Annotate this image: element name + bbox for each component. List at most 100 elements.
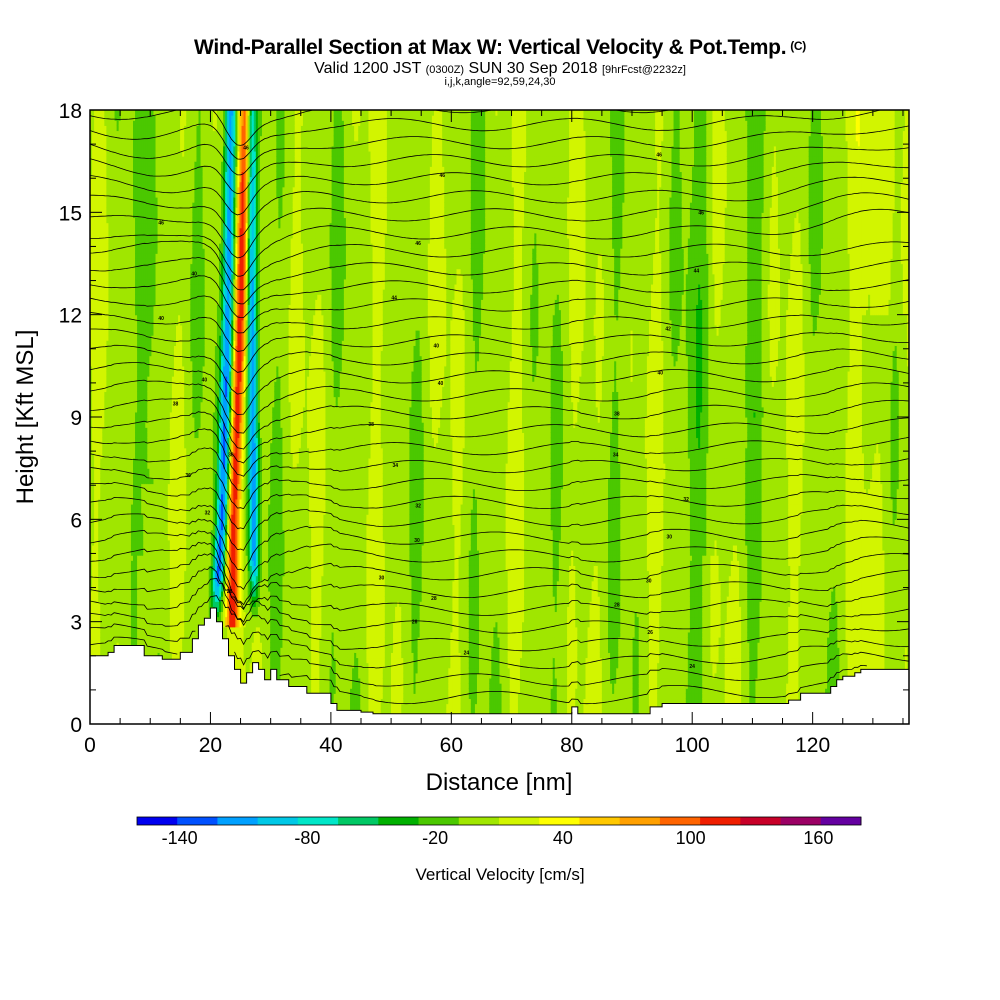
velocity-cell xyxy=(104,560,107,566)
velocity-cell xyxy=(112,196,116,203)
velocity-cell xyxy=(108,125,112,132)
velocity-cell xyxy=(124,590,128,597)
velocity-cell xyxy=(102,140,105,147)
velocity-cell xyxy=(110,294,114,300)
velocity-cell xyxy=(128,355,132,362)
velocity-cell xyxy=(104,243,107,249)
velocity-cell xyxy=(126,503,130,510)
velocity-cell xyxy=(124,457,128,464)
velocity-cell xyxy=(106,637,110,643)
velocity-cell xyxy=(112,181,116,188)
velocity-cell xyxy=(120,473,124,479)
velocity-cell xyxy=(104,217,107,224)
velocity-cell xyxy=(126,258,130,265)
velocity-cell xyxy=(124,181,128,188)
velocity-cell xyxy=(104,212,107,219)
velocity-cell xyxy=(104,115,107,121)
velocity-cell xyxy=(96,181,99,188)
velocity-cell xyxy=(122,478,126,485)
velocity-cell xyxy=(110,140,114,147)
velocity-cell xyxy=(110,550,114,556)
velocity-cell xyxy=(124,411,128,418)
velocity-cell xyxy=(94,457,97,464)
velocity-cell xyxy=(104,401,107,408)
velocity-cell xyxy=(112,227,116,234)
velocity-cell xyxy=(126,478,130,485)
velocity-cell xyxy=(128,642,132,648)
velocity-cell xyxy=(118,539,122,546)
velocity-cell xyxy=(126,360,130,367)
velocity-cell xyxy=(110,539,114,546)
velocity-cell xyxy=(122,524,126,531)
velocity-cell xyxy=(122,335,126,341)
velocity-cell xyxy=(98,575,101,582)
velocity-cell xyxy=(110,529,114,536)
velocity-cell xyxy=(98,437,101,444)
velocity-cell xyxy=(104,503,107,510)
velocity-cell xyxy=(102,401,105,408)
velocity-cell xyxy=(126,263,130,270)
velocity-cell xyxy=(100,473,103,479)
velocity-cell xyxy=(106,202,110,208)
velocity-cell xyxy=(104,350,107,357)
velocity-cell xyxy=(96,145,99,152)
velocity-cell xyxy=(100,580,103,587)
velocity-cell xyxy=(106,473,110,479)
velocity-cell xyxy=(94,524,97,531)
velocity-cell xyxy=(114,483,118,490)
velocity-cell xyxy=(120,560,124,566)
velocity-cell xyxy=(126,227,130,234)
velocity-cell xyxy=(120,376,124,382)
velocity-cell xyxy=(120,217,124,224)
velocity-cell xyxy=(126,447,130,454)
velocity-cell xyxy=(108,115,112,121)
velocity-cell xyxy=(94,243,97,249)
velocity-cell xyxy=(96,391,99,398)
velocity-cell xyxy=(126,176,130,183)
velocity-cell xyxy=(124,237,128,244)
velocity-cell xyxy=(106,621,110,628)
velocity-cell xyxy=(98,550,101,556)
velocity-cell xyxy=(116,248,120,254)
velocity-cell xyxy=(116,370,120,377)
velocity-cell xyxy=(104,330,107,336)
velocity-cell xyxy=(94,503,97,510)
velocity-cell xyxy=(92,447,95,454)
velocity-cell xyxy=(98,181,101,188)
velocity-cell xyxy=(90,437,93,444)
velocity-cell xyxy=(122,283,126,290)
velocity-cell xyxy=(98,585,101,592)
velocity-cell xyxy=(100,509,103,515)
velocity-cell xyxy=(120,539,124,546)
velocity-cell xyxy=(110,381,114,387)
velocity-cell xyxy=(94,616,97,623)
velocity-cell xyxy=(102,381,105,387)
velocity-cell xyxy=(90,473,93,479)
velocity-cell xyxy=(114,314,118,321)
velocity-cell xyxy=(102,212,105,219)
velocity-cell xyxy=(110,590,114,597)
velocity-cell xyxy=(116,232,120,239)
velocity-cell xyxy=(100,503,103,510)
velocity-cell xyxy=(98,150,101,157)
velocity-cell xyxy=(100,468,103,474)
velocity-cell xyxy=(128,350,132,357)
velocity-cell xyxy=(120,324,124,331)
velocity-cell xyxy=(94,580,97,587)
velocity-cell xyxy=(102,222,105,229)
velocity-cell xyxy=(98,314,101,321)
velocity-cell xyxy=(114,243,118,249)
velocity-cell xyxy=(110,565,114,572)
velocity-cell xyxy=(94,110,97,116)
velocity-cell xyxy=(110,391,114,398)
velocity-cell xyxy=(106,626,110,633)
velocity-cell xyxy=(92,370,95,377)
velocity-cell xyxy=(98,417,101,423)
velocity-cell xyxy=(92,550,95,556)
velocity-cell xyxy=(94,463,97,469)
velocity-cell xyxy=(114,381,118,387)
velocity-cell xyxy=(106,166,110,172)
velocity-cell xyxy=(118,411,122,418)
velocity-cell xyxy=(114,452,118,459)
velocity-cell xyxy=(100,335,103,341)
